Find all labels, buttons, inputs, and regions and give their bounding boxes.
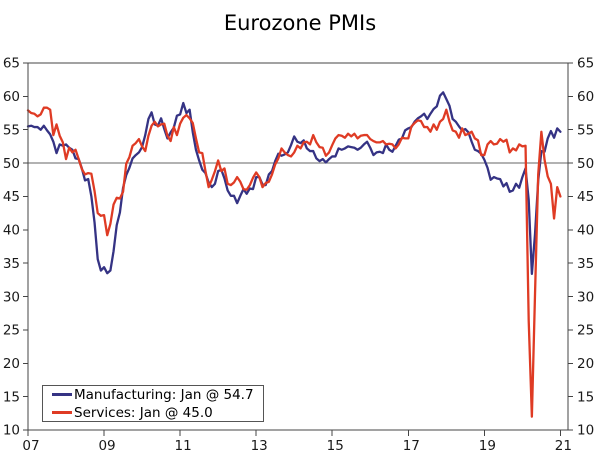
y-axis-label-left: 30 xyxy=(3,289,20,305)
y-axis-label-right: 15 xyxy=(577,389,594,405)
y-axis-label-left: 15 xyxy=(3,389,20,405)
y-axis-label-right: 40 xyxy=(577,223,594,239)
manufacturing-line-swatch xyxy=(52,393,72,396)
y-axis-label-left: 25 xyxy=(3,323,20,339)
legend-label-manufacturing: Manufacturing: Jan @ 54.7 xyxy=(74,386,254,403)
y-axis-label-left: 10 xyxy=(3,423,20,439)
y-axis-label-left: 50 xyxy=(3,156,20,172)
legend: Manufacturing: Jan @ 54.7 Services: Jan … xyxy=(42,385,264,422)
y-axis-label-right: 60 xyxy=(577,89,594,105)
chart-title: Eurozone PMIs xyxy=(223,11,377,35)
legend-item-services: Services: Jan @ 45.0 xyxy=(52,404,263,422)
y-axis-label-right: 35 xyxy=(577,256,594,272)
y-axis-label-left: 35 xyxy=(3,256,20,272)
x-axis-label: 21 xyxy=(555,438,572,454)
y-axis-label-left: 45 xyxy=(3,189,20,205)
y-axis-label-right: 55 xyxy=(577,122,594,138)
legend-label-services: Services: Jan @ 45.0 xyxy=(74,404,213,421)
y-axis-label-left: 40 xyxy=(3,223,20,239)
y-axis-label-left: 65 xyxy=(3,56,20,72)
plot-border xyxy=(27,62,569,431)
x-axis-label: 13 xyxy=(251,438,268,454)
x-axis-label: 19 xyxy=(479,438,496,454)
y-axis-label-right: 50 xyxy=(577,156,594,172)
services-line-swatch xyxy=(52,411,72,414)
y-axis-label-right: 45 xyxy=(577,189,594,205)
x-axis-label: 17 xyxy=(403,438,420,454)
y-axis-label-left: 55 xyxy=(3,122,20,138)
y-axis-label-right: 30 xyxy=(577,289,594,305)
manufacturing-line xyxy=(26,91,562,276)
y-axis-label-right: 10 xyxy=(577,423,594,439)
x-axis-label: 07 xyxy=(22,438,39,454)
services-line xyxy=(26,106,562,418)
x-axis-label: 11 xyxy=(175,438,192,454)
legend-item-manufacturing: Manufacturing: Jan @ 54.7 xyxy=(52,386,263,404)
y-axis-label-right: 25 xyxy=(577,323,594,339)
x-axis-label: 09 xyxy=(98,438,115,454)
y-axis-label-left: 20 xyxy=(3,356,20,372)
y-axis-label-left: 60 xyxy=(3,89,20,105)
y-axis-label-right: 20 xyxy=(577,356,594,372)
y-axis-label-right: 65 xyxy=(577,56,594,72)
x-axis-label: 15 xyxy=(327,438,344,454)
